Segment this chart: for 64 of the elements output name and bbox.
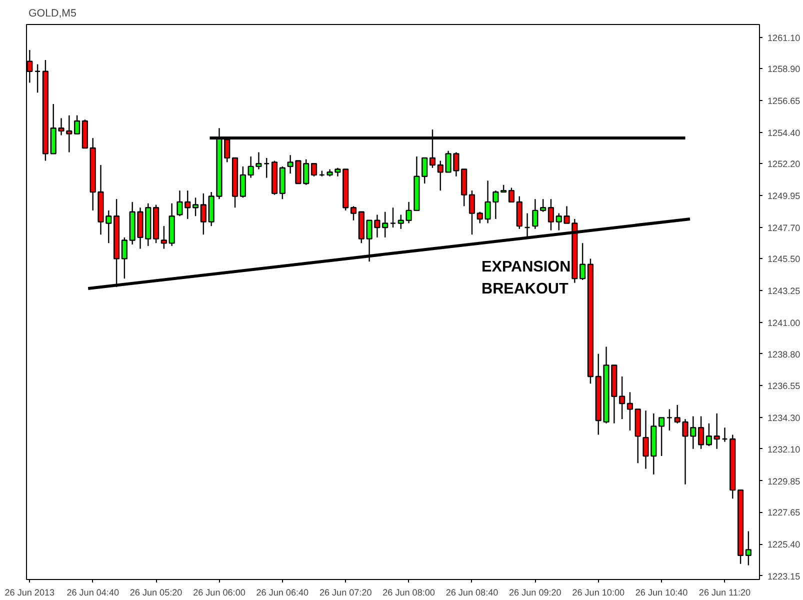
candlestick (714, 412, 720, 450)
y-tick-label: 1225.40 (768, 540, 800, 550)
chart-title: GOLD,M5 (28, 8, 77, 20)
x-tick-label: 26 Jun 06:00 (193, 588, 246, 598)
annotation: EXPANSION BREAKOUT (482, 258, 571, 298)
candlestick (160, 225, 167, 250)
y-tick-label: 1258.90 (768, 64, 800, 74)
y-tick-label: 1254.40 (768, 128, 800, 138)
y-tick-label: 1236.55 (768, 381, 800, 392)
y-tick-label: 1249.95 (768, 191, 800, 202)
candlestick (422, 157, 428, 184)
candlestick (674, 404, 680, 424)
candlestick (508, 187, 515, 203)
candlestick (264, 157, 270, 178)
candlestick (666, 408, 673, 432)
y-tick-label: 1245.50 (768, 254, 800, 264)
y-tick-label: 1223.15 (768, 571, 800, 582)
candlestick (310, 163, 318, 177)
candlestick (658, 417, 665, 457)
candlestick (532, 198, 538, 230)
x-tick-label: 26 Jun 2013 (4, 588, 55, 598)
candlestick (492, 190, 499, 220)
y-tick-label: 1256.65 (768, 96, 800, 106)
candlestick (626, 392, 634, 432)
candlestick (240, 166, 246, 198)
x-tick-label: 26 Jun 11:20 (698, 588, 751, 598)
candlestick (34, 64, 41, 94)
y-tick-label: 1243.25 (768, 286, 800, 296)
candlestick (619, 376, 626, 420)
candlestick (468, 190, 476, 236)
y-tick-label: 1247.70 (768, 222, 800, 233)
candlestick (350, 206, 357, 221)
candlestick (192, 197, 199, 217)
y-tick-label: 1241.00 (768, 318, 800, 328)
y-tick-label: 1238.80 (768, 349, 800, 360)
candlestick (256, 152, 262, 170)
candlestick (548, 198, 554, 231)
x-tick-label: 26 Jun 10:00 (572, 588, 625, 598)
x-tick-label: 26 Jun 08:40 (446, 588, 498, 598)
x-tick-label: 26 Jun 05:20 (130, 588, 182, 598)
x-tick-label: 26 Jun 09:20 (509, 588, 562, 598)
y-tick-label: 1227.65 (768, 508, 800, 518)
candlestick (390, 207, 396, 228)
candlestick (745, 530, 752, 566)
x-tick-label: 26 Jun 10:40 (635, 588, 688, 598)
candlestick (580, 242, 586, 281)
x-tick-label: 26 Jun 06:40 (256, 588, 309, 598)
candlestick (66, 114, 72, 153)
candlestick (121, 236, 128, 280)
y-tick-label: 1252.20 (768, 159, 800, 170)
candlestick (698, 416, 704, 450)
y-tick-label: 1234.30 (768, 413, 800, 424)
y-tick-label: 1232.10 (768, 444, 800, 454)
candlestick (74, 114, 80, 134)
x-tick-label: 26 Jun 07:20 (319, 588, 372, 598)
x-tick-label: 26 Jun 04:40 (66, 588, 120, 598)
candlestick (200, 192, 206, 236)
x-tick-label: 26 Jun 08:00 (382, 588, 435, 598)
y-tick-label: 1261.10 (768, 32, 800, 43)
candlestick (540, 198, 546, 212)
candlestick (706, 422, 712, 447)
candlestick (722, 427, 728, 442)
candlestick (248, 156, 254, 178)
y-tick-label: 1229.85 (768, 476, 800, 486)
